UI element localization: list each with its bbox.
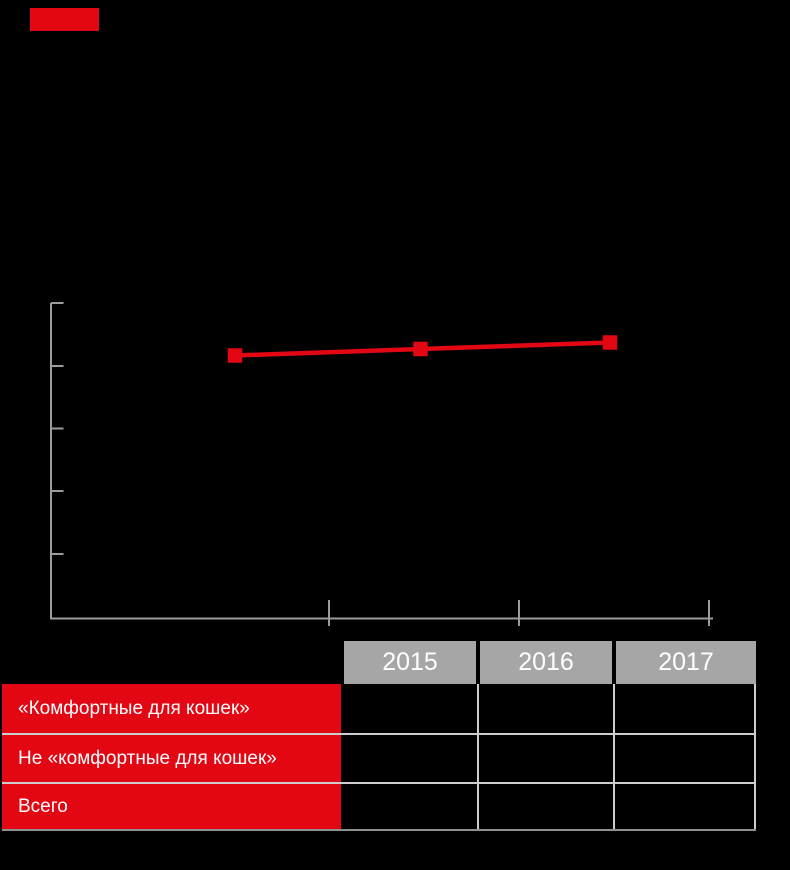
table-column-divider — [477, 684, 479, 829]
row-label-not-comfortable: Не «комфортные для кошек» — [2, 735, 341, 782]
value-cell — [615, 784, 754, 829]
column-header-2017: 2017 — [616, 641, 756, 684]
table-right-border — [754, 684, 756, 829]
value-cell — [479, 735, 613, 782]
legend-swatch — [30, 8, 99, 31]
row-label-comfortable: «Комфортные для кошек» — [2, 684, 341, 733]
value-cell — [344, 784, 477, 829]
value-cell — [344, 684, 477, 733]
row-label-total: Всего — [2, 784, 341, 829]
value-cell — [479, 684, 613, 733]
value-cell — [615, 684, 754, 733]
table-column-divider — [613, 684, 615, 829]
series-marker — [602, 335, 618, 350]
value-cell — [615, 735, 754, 782]
table-bottom-border — [2, 829, 756, 831]
value-cell — [479, 784, 613, 829]
column-header-2016: 2016 — [480, 641, 612, 684]
column-header-2015: 2015 — [344, 641, 476, 684]
table-row-divider — [2, 782, 756, 784]
series-marker — [413, 341, 428, 357]
series-marker — [227, 348, 243, 363]
value-cell — [344, 735, 477, 782]
table-row-divider — [2, 733, 756, 735]
